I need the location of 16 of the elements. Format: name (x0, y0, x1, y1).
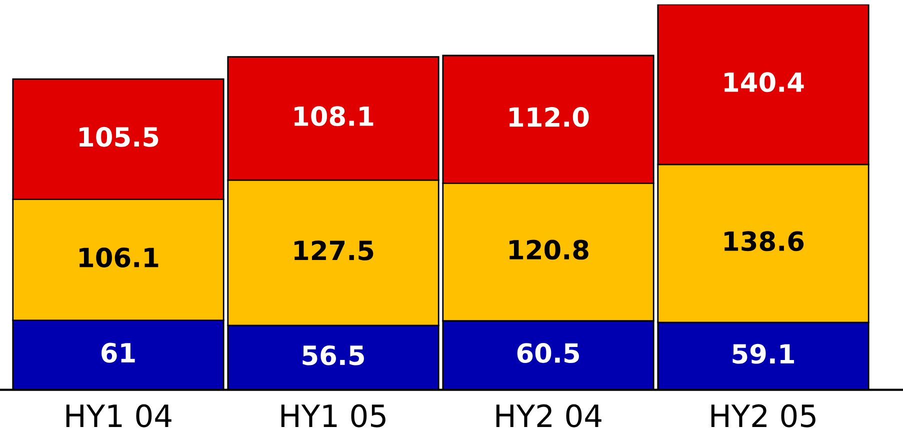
data-label: 108.1 (294, 106, 374, 126)
data-label: 60.5 (517, 343, 579, 364)
x-tick-label: HY2 04 (496, 404, 602, 428)
data-label: 112.0 (509, 107, 589, 127)
data-label: 61 (102, 342, 135, 363)
data-label: 59.1 (732, 344, 794, 364)
x-tick-label: HY1 05 (281, 404, 386, 428)
x-tick-label: HY2 05 (711, 404, 816, 428)
data-label: 106.1 (79, 248, 158, 268)
data-label: 140.4 (724, 72, 804, 92)
data-label: 127.5 (294, 240, 374, 260)
x-tick-label: HY1 04 (66, 404, 172, 428)
data-label: 56.5 (302, 345, 364, 366)
data-label: 105.5 (79, 126, 158, 147)
data-label: 138.6 (724, 231, 804, 252)
data-label: 120.8 (509, 240, 588, 260)
